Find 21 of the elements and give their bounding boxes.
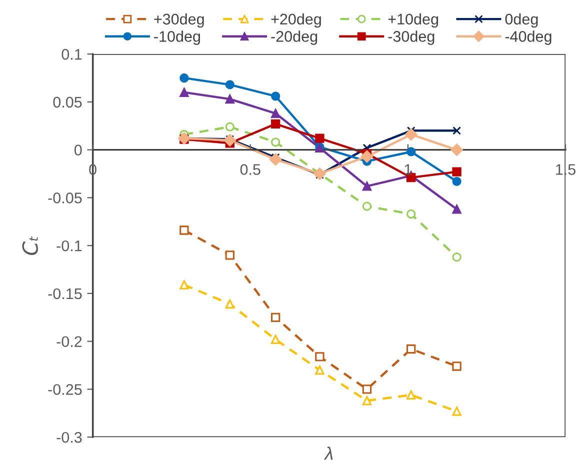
y-tick-label: 0 [74, 144, 82, 156]
y-tick-label: 0.1 [62, 48, 82, 60]
legend-label: -30deg [388, 30, 434, 45]
y-tick-label: -0.2 [56, 336, 82, 348]
legend-label: -10deg [154, 30, 200, 45]
x-tick-label: 1 [404, 164, 412, 175]
legend-label: +30deg [154, 13, 204, 28]
legend-label: -40deg [505, 30, 552, 45]
legend-label: -20deg [271, 30, 318, 45]
legend-label: +10deg [388, 13, 438, 28]
y-tick-label: 0.05 [53, 96, 82, 108]
y-tick-label: -0.15 [48, 288, 82, 300]
y-axis-title: Cₜ [22, 236, 38, 256]
legend-label: +20deg [271, 13, 321, 28]
legend-label: 0deg [505, 13, 538, 28]
y-tick-label: -0.05 [48, 192, 82, 204]
y-tick-label: -0.25 [48, 384, 82, 395]
y-tick-label: -0.1 [56, 240, 82, 252]
x-tick-label: 0.5 [240, 164, 260, 175]
y-tick-label: -0.3 [56, 432, 82, 443]
x-axis-title: λ [324, 446, 333, 460]
